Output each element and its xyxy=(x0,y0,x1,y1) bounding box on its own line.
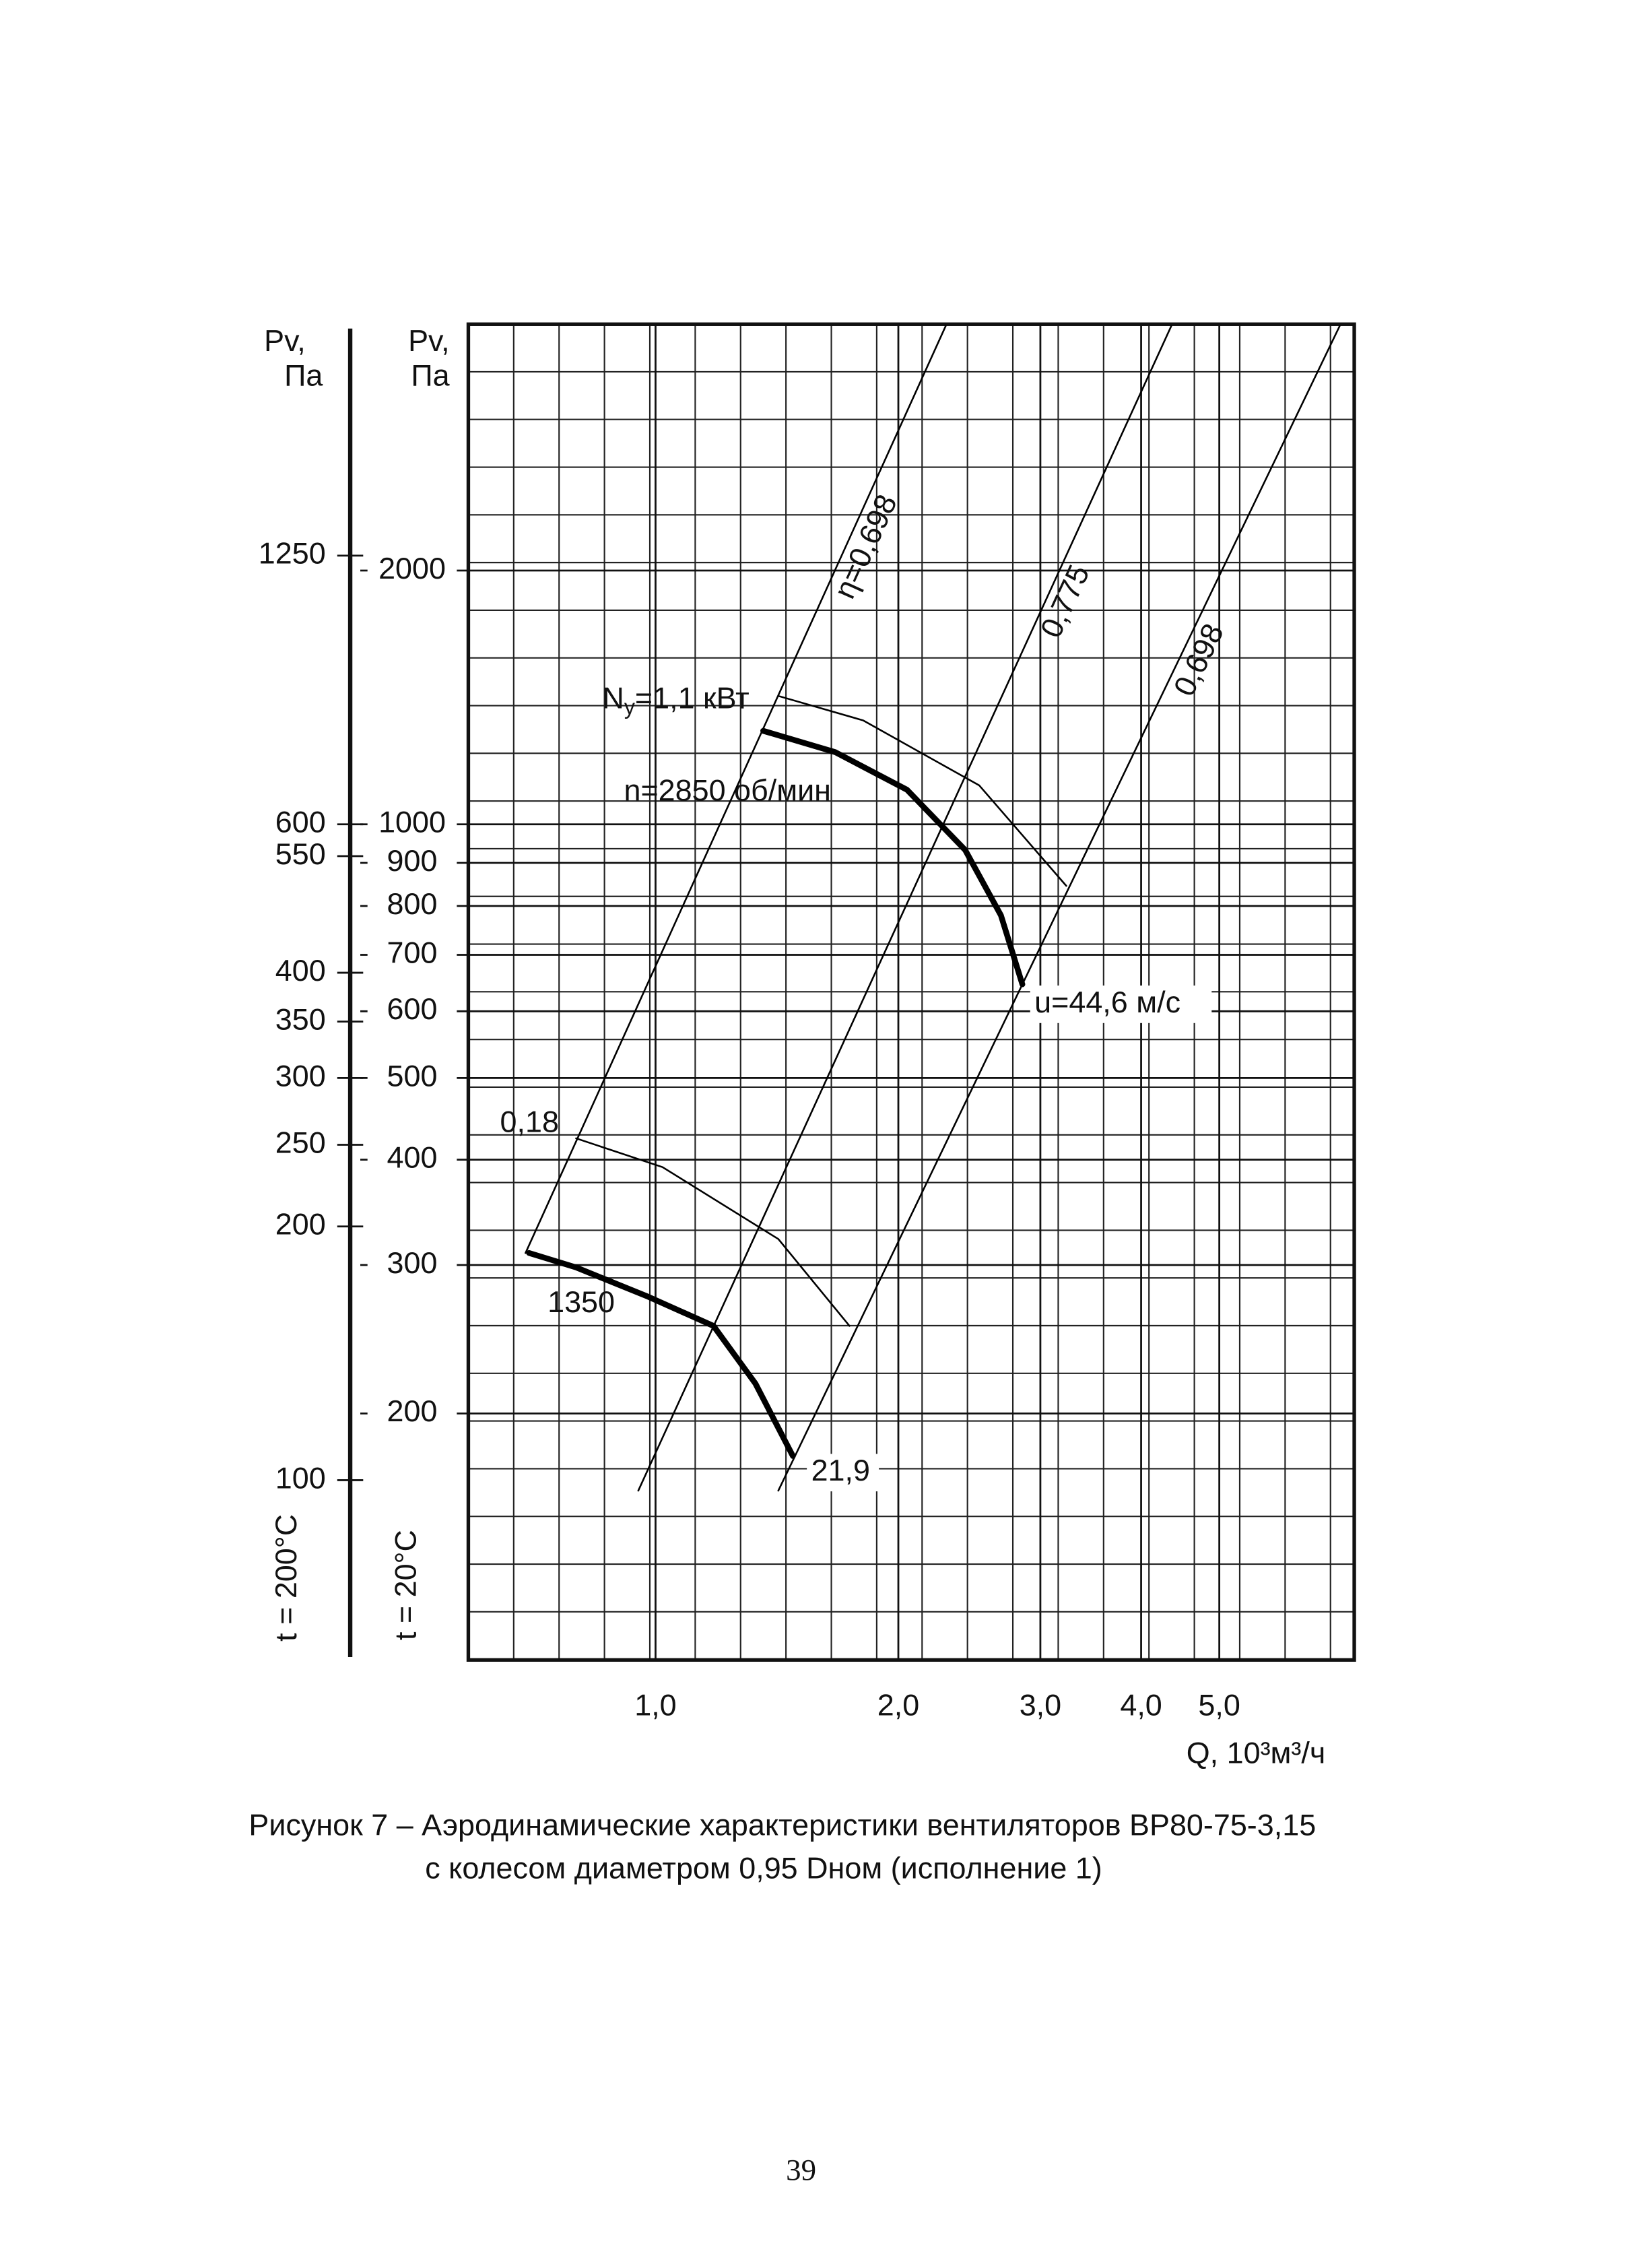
y-tick-label: 700 xyxy=(387,935,438,969)
tick-label-bg xyxy=(367,887,457,925)
x-tick-label: 1,0 xyxy=(634,1688,676,1722)
tick-label-bg xyxy=(367,552,457,589)
tick-label-bg xyxy=(367,1059,457,1097)
series-line xyxy=(637,325,1172,1492)
plot-frame xyxy=(466,322,1356,1662)
y-tick-label: 1000 xyxy=(378,805,446,839)
series-label: Ny=1,1 кВт xyxy=(602,680,749,719)
x-tick-label: 4,0 xyxy=(1120,1688,1162,1722)
series-label: 1350 xyxy=(547,1285,615,1319)
y2-tick-label: 550 xyxy=(275,837,326,871)
y2-tick-label: 400 xyxy=(275,953,326,987)
annotation-bg xyxy=(807,1454,879,1492)
series-line xyxy=(760,727,1026,987)
y-tick-label: 500 xyxy=(387,1058,438,1093)
caption: Рисунок 7 – Аэродинамические характерист… xyxy=(248,1807,1316,1842)
y-tick-label: 800 xyxy=(387,886,438,921)
y-tick-label: 300 xyxy=(387,1245,438,1280)
x-tick-label: 2,0 xyxy=(877,1688,919,1722)
x-label: Q, 10³м³/ч xyxy=(1187,1735,1326,1770)
label-subscript: y xyxy=(624,695,635,719)
y-tick-label: 2000 xyxy=(378,551,446,585)
y2-label: Па xyxy=(284,358,323,392)
tick-label-bg xyxy=(367,1140,457,1179)
series-label: 0,18 xyxy=(500,1104,559,1138)
annotation-bg xyxy=(1030,985,1212,1023)
label-part: N xyxy=(602,680,624,715)
y-label: Па xyxy=(411,358,449,392)
y2-tick-label: 1250 xyxy=(259,536,326,571)
series-line xyxy=(777,325,1341,1492)
y-condition: t = 20°C xyxy=(388,1530,422,1640)
series-line xyxy=(575,1137,851,1327)
tick-label-bg xyxy=(367,1246,457,1284)
series-line xyxy=(525,325,947,1254)
y2-tick-label: 600 xyxy=(275,805,326,839)
series-line xyxy=(777,694,1067,887)
page-number: 39 xyxy=(786,2153,816,2186)
x-tick-label: 3,0 xyxy=(1020,1688,1061,1722)
y2-condition: t = 200°C xyxy=(269,1514,303,1642)
annotation: u=44,6 м/с xyxy=(1034,985,1180,1019)
series-label: n=2850 об/мин xyxy=(624,773,831,807)
y2-tick-label: 200 xyxy=(275,1207,326,1241)
y-tick-label: 400 xyxy=(387,1140,438,1175)
y2-tick-label: 250 xyxy=(275,1125,326,1159)
annotation: 21,9 xyxy=(811,1453,870,1487)
y-tick-label: 900 xyxy=(387,843,438,878)
tick-label-bg xyxy=(367,1394,457,1433)
y2-tick-label: 300 xyxy=(275,1058,326,1093)
y2-tick-label: 100 xyxy=(275,1460,326,1495)
x-tick-label: 5,0 xyxy=(1198,1688,1240,1722)
label-part: =1,1 кВт xyxy=(635,680,750,715)
caption: с колесом диаметром 0,95 Dном (исполнени… xyxy=(425,1850,1102,1885)
y-tick-label: 200 xyxy=(387,1394,438,1428)
y2-label: Pv, xyxy=(264,323,306,358)
tick-label-bg xyxy=(367,844,457,882)
tick-label-bg xyxy=(367,805,457,843)
y-tick-label: 600 xyxy=(387,992,438,1026)
y2-tick-label: 350 xyxy=(275,1002,326,1036)
tick-label-bg xyxy=(367,992,457,1031)
series-line xyxy=(526,1250,796,1459)
tick-label-bg xyxy=(367,936,457,974)
y-label: Pv, xyxy=(408,323,450,358)
